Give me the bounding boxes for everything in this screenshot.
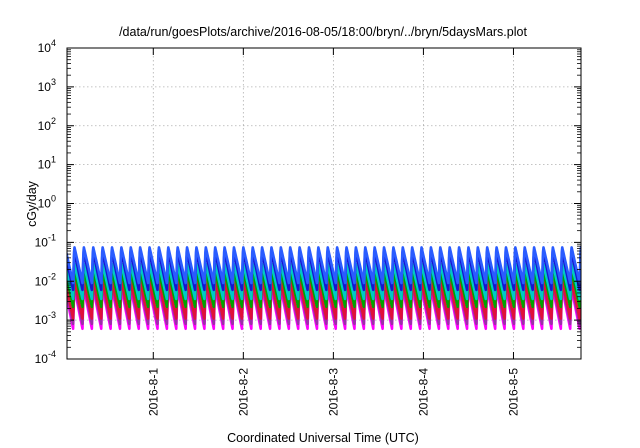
plot-area	[67, 246, 581, 331]
x-tick-label: 2016-8-3	[326, 368, 340, 416]
series-line	[67, 246, 581, 285]
series-line	[67, 262, 581, 301]
series-line	[67, 279, 581, 320]
x-tick-label: 2016-8-4	[416, 368, 430, 416]
x-tick-label: 2016-8-2	[236, 368, 250, 416]
x-axis-title: Coordinated Universal Time (UTC)	[227, 431, 419, 445]
y-tick-label: 103	[38, 77, 56, 94]
y-tick-label: 100	[38, 194, 56, 211]
y-axis-title: cGy/day	[25, 180, 39, 227]
y-tick-label: 104	[38, 38, 56, 55]
series-line	[67, 269, 581, 309]
y-tick-label: 10-2	[35, 271, 56, 288]
chart-title: /data/run/goesPlots/archive/2016-08-05/1…	[119, 25, 527, 39]
y-tick-label: 102	[38, 116, 56, 133]
y-tick-label: 10-1	[35, 232, 56, 249]
y-tick-label: 10-4	[35, 349, 56, 366]
x-tick-label: 2016-8-5	[506, 368, 520, 416]
series-group	[67, 246, 581, 331]
x-tick-label: 2016-8-1	[146, 368, 160, 416]
series-line	[67, 251, 581, 292]
axes: 10-4 10-3 10-2 10-1 100 101 102 103 104 2016-8-1 2…	[35, 38, 581, 416]
y-tick-label: 10-3	[35, 310, 56, 327]
y-tick-label: 101	[38, 155, 56, 172]
